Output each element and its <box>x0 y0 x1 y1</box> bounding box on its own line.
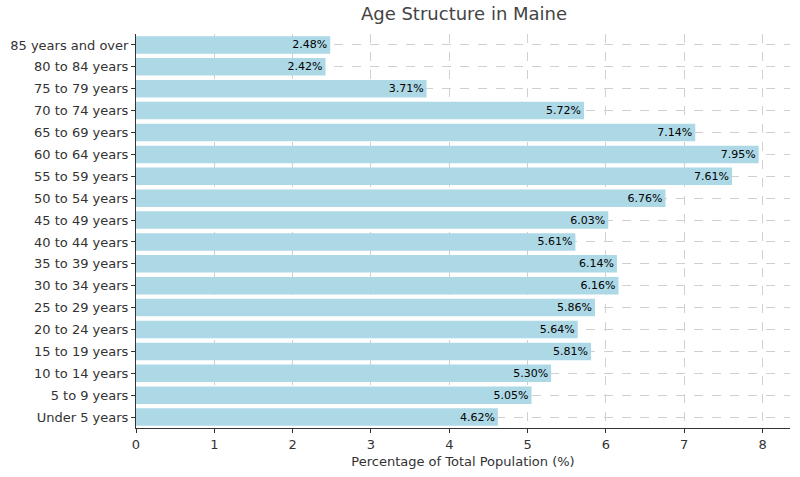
svg-text:Under 5 years: Under 5 years <box>37 410 129 425</box>
svg-text:5.72%: 5.72% <box>546 104 581 117</box>
svg-text:5.81%: 5.81% <box>553 345 588 358</box>
svg-text:5.61%: 5.61% <box>537 235 572 248</box>
svg-text:Percentage of Total Population: Percentage of Total Population (%) <box>351 454 574 469</box>
svg-text:85 years and over: 85 years and over <box>10 37 129 52</box>
svg-text:70 to 74 years: 70 to 74 years <box>34 103 129 118</box>
svg-text:7.95%: 7.95% <box>721 148 756 161</box>
svg-text:7.14%: 7.14% <box>657 126 692 139</box>
svg-text:6: 6 <box>602 437 610 452</box>
svg-text:80 to 84 years: 80 to 84 years <box>34 59 129 74</box>
svg-text:1: 1 <box>210 437 218 452</box>
svg-text:2.42%: 2.42% <box>288 60 323 73</box>
svg-text:4.62%: 4.62% <box>460 411 495 424</box>
svg-text:50 to 54 years: 50 to 54 years <box>34 191 129 206</box>
svg-text:5.30%: 5.30% <box>513 367 548 380</box>
svg-text:0: 0 <box>132 437 140 452</box>
svg-text:5.05%: 5.05% <box>494 389 529 402</box>
svg-text:3.71%: 3.71% <box>389 82 424 95</box>
svg-text:Age Structure in Maine: Age Structure in Maine <box>361 3 567 24</box>
svg-text:40 to 44 years: 40 to 44 years <box>34 234 129 249</box>
svg-text:30 to 34 years: 30 to 34 years <box>34 278 129 293</box>
svg-text:60 to 64 years: 60 to 64 years <box>34 147 129 162</box>
svg-text:75 to 79 years: 75 to 79 years <box>34 81 129 96</box>
svg-text:6.76%: 6.76% <box>628 192 663 205</box>
svg-text:4: 4 <box>445 437 453 452</box>
svg-text:10 to 14 years: 10 to 14 years <box>34 366 129 381</box>
svg-text:20 to 24 years: 20 to 24 years <box>34 322 129 337</box>
svg-text:65 to 69 years: 65 to 69 years <box>34 125 129 140</box>
svg-text:5.86%: 5.86% <box>557 301 592 314</box>
svg-text:8: 8 <box>758 437 766 452</box>
svg-text:7: 7 <box>680 437 688 452</box>
svg-text:5: 5 <box>523 437 531 452</box>
svg-text:25 to 29 years: 25 to 29 years <box>34 300 129 315</box>
svg-text:3: 3 <box>367 437 375 452</box>
svg-text:5 to 9 years: 5 to 9 years <box>51 388 129 403</box>
svg-text:45 to 49 years: 45 to 49 years <box>34 213 129 228</box>
svg-text:6.16%: 6.16% <box>581 279 616 292</box>
svg-text:7.61%: 7.61% <box>694 170 729 183</box>
svg-text:15 to 19 years: 15 to 19 years <box>34 344 129 359</box>
svg-text:35 to 39 years: 35 to 39 years <box>34 256 129 271</box>
svg-text:6.03%: 6.03% <box>570 214 605 227</box>
svg-text:2: 2 <box>289 437 297 452</box>
svg-text:5.64%: 5.64% <box>540 323 575 336</box>
svg-text:2.48%: 2.48% <box>292 38 327 51</box>
svg-text:6.14%: 6.14% <box>579 257 614 270</box>
svg-text:55 to 59 years: 55 to 59 years <box>34 169 129 184</box>
